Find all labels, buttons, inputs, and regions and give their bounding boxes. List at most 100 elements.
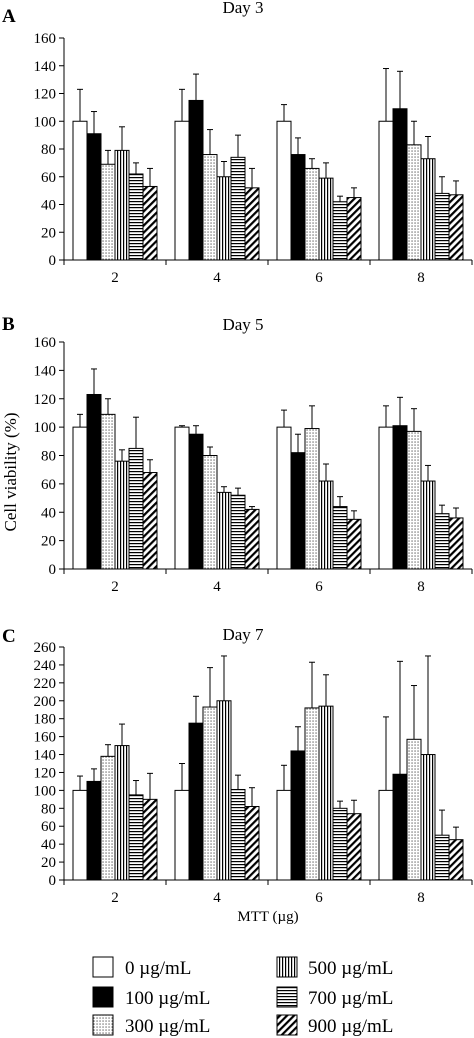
- x-tick-label: 6: [315, 890, 323, 906]
- y-tick-label: 120: [34, 392, 57, 408]
- legend: 0 µg/mL 100 µg/mL 300 µg/mL 500 µg/mL 70…: [92, 956, 393, 1037]
- bar-300-ug-4: [202, 154, 218, 261]
- bar-100-ug-4: [188, 722, 204, 881]
- bar-700-ug-2: [128, 447, 144, 570]
- bar-700-ug-2: [128, 173, 144, 261]
- panel-a: A Day 3 0 20 40 60 80 100 120 140 160 2 4 6 8: [2, 0, 473, 286]
- y-tick-label: 220: [34, 676, 57, 692]
- bar-700-ug-4: [230, 494, 246, 570]
- bar-0-ug-4: [174, 120, 190, 261]
- bar-900-ug-4: [244, 806, 260, 881]
- y-tick-label: 20: [41, 225, 56, 241]
- x-tick-label: 2: [111, 270, 119, 286]
- panel-b: B Day 5 Cell viability (%) 0 20 40 60 80 100 1…: [1, 314, 473, 595]
- y-tick-label: 40: [41, 837, 56, 853]
- bar-900-ug-2: [142, 798, 158, 881]
- bar-300-ug-6: [304, 707, 320, 881]
- bar-0-ug-2: [72, 426, 88, 570]
- x-tick-label: 4: [213, 579, 221, 595]
- y-tick-label: 0: [49, 873, 57, 889]
- x-tick-label: 6: [315, 270, 323, 286]
- bar-900-ug-8: [448, 517, 464, 570]
- y-tick-label: 180: [34, 712, 57, 728]
- y-tick-label: 0: [49, 253, 57, 269]
- chart-title: Day 7: [222, 625, 264, 644]
- y-tick-label: 100: [34, 420, 57, 436]
- x-tick-label: 4: [213, 270, 221, 286]
- plot-area: 0 20 40 60 80 100 120 140 160 2 4 6 8: [34, 335, 473, 595]
- x-tick-label: 8: [417, 270, 425, 286]
- bar-500-ug-4: [216, 700, 232, 881]
- legend-swatch: [276, 956, 298, 978]
- y-axis-title: Cell viability (%): [1, 413, 20, 532]
- bar-100-ug-8: [392, 773, 408, 881]
- bar-500-ug-8: [420, 754, 436, 881]
- y-tick-label: 60: [41, 170, 56, 186]
- legend-item: 500 µg/mL: [276, 956, 393, 979]
- y-tick-label: 240: [34, 658, 57, 674]
- bar-900-ug-6: [346, 813, 362, 881]
- bar-300-ug-8: [406, 738, 422, 881]
- bar-300-ug-6: [304, 167, 320, 261]
- x-tick-label: 2: [111, 579, 119, 595]
- bar-0-ug-8: [378, 789, 394, 881]
- y-tick-label: 40: [41, 198, 56, 214]
- bar-700-ug-8: [434, 192, 450, 261]
- y-tick-label: 0: [49, 562, 57, 578]
- bar-500-ug-2: [114, 460, 130, 570]
- chart-title: Day 5: [222, 315, 263, 334]
- y-tick-label: 20: [41, 534, 56, 550]
- legend-label: 700 µg/mL: [308, 988, 393, 1009]
- bar-900-ug-4: [244, 508, 260, 570]
- y-tick-label: 80: [41, 142, 56, 158]
- plot-area: 0 20 40 60 80 100 120 140 160 2 4 6 8: [34, 31, 473, 286]
- bar-100-ug-2: [86, 780, 102, 881]
- bar-0-ug-2: [72, 789, 88, 881]
- bar-500-ug-6: [318, 480, 334, 570]
- bar-100-ug-8: [392, 425, 408, 570]
- bar-0-ug-4: [174, 789, 190, 881]
- bar-500-ug-4: [216, 491, 232, 570]
- legend-label: 900 µg/mL: [308, 1016, 393, 1037]
- y-tick-label: 140: [34, 748, 57, 764]
- y-tick-label: 160: [34, 335, 57, 351]
- y-tick-label: 20: [41, 855, 56, 871]
- bar-100-ug-6: [290, 750, 306, 881]
- y-tick-label: 60: [41, 819, 56, 835]
- chart-title: Day 3: [222, 0, 263, 17]
- bar-0-ug-2: [72, 120, 88, 261]
- bar-700-ug-4: [230, 788, 246, 881]
- x-axis-title: MTT (µg): [237, 909, 298, 925]
- y-tick-label: 120: [34, 765, 57, 781]
- bar-500-ug-8: [420, 158, 436, 261]
- y-tick-label: 160: [34, 730, 57, 746]
- bar-300-ug-2: [100, 755, 116, 881]
- y-tick-label: 120: [34, 87, 57, 103]
- bar-300-ug-6: [304, 428, 320, 570]
- bar-900-ug-4: [244, 187, 260, 261]
- bar-300-ug-2: [100, 413, 116, 570]
- bar-100-ug-6: [290, 154, 306, 261]
- bar-500-ug-2: [114, 745, 130, 881]
- legend-item: 300 µg/mL: [92, 1014, 210, 1037]
- legend-item: 700 µg/mL: [276, 986, 393, 1009]
- bar-700-ug-2: [128, 794, 144, 881]
- bar-900-ug-6: [346, 197, 362, 261]
- panel-label: A: [2, 6, 16, 27]
- panel-label: B: [2, 314, 15, 335]
- bar-900-ug-6: [346, 518, 362, 570]
- bar-700-ug-6: [332, 807, 348, 881]
- legend-label: 100 µg/mL: [125, 988, 210, 1009]
- bar-500-ug-6: [318, 177, 334, 261]
- bar-100-ug-4: [188, 99, 204, 261]
- bar-900-ug-2: [142, 185, 158, 261]
- legend-swatch: [276, 1014, 298, 1036]
- legend-item: 0 µg/mL: [92, 956, 191, 979]
- bar-900-ug-8: [448, 194, 464, 261]
- y-tick-label: 160: [34, 31, 57, 47]
- legend-item: 900 µg/mL: [276, 1014, 393, 1037]
- bar-500-ug-6: [318, 705, 334, 881]
